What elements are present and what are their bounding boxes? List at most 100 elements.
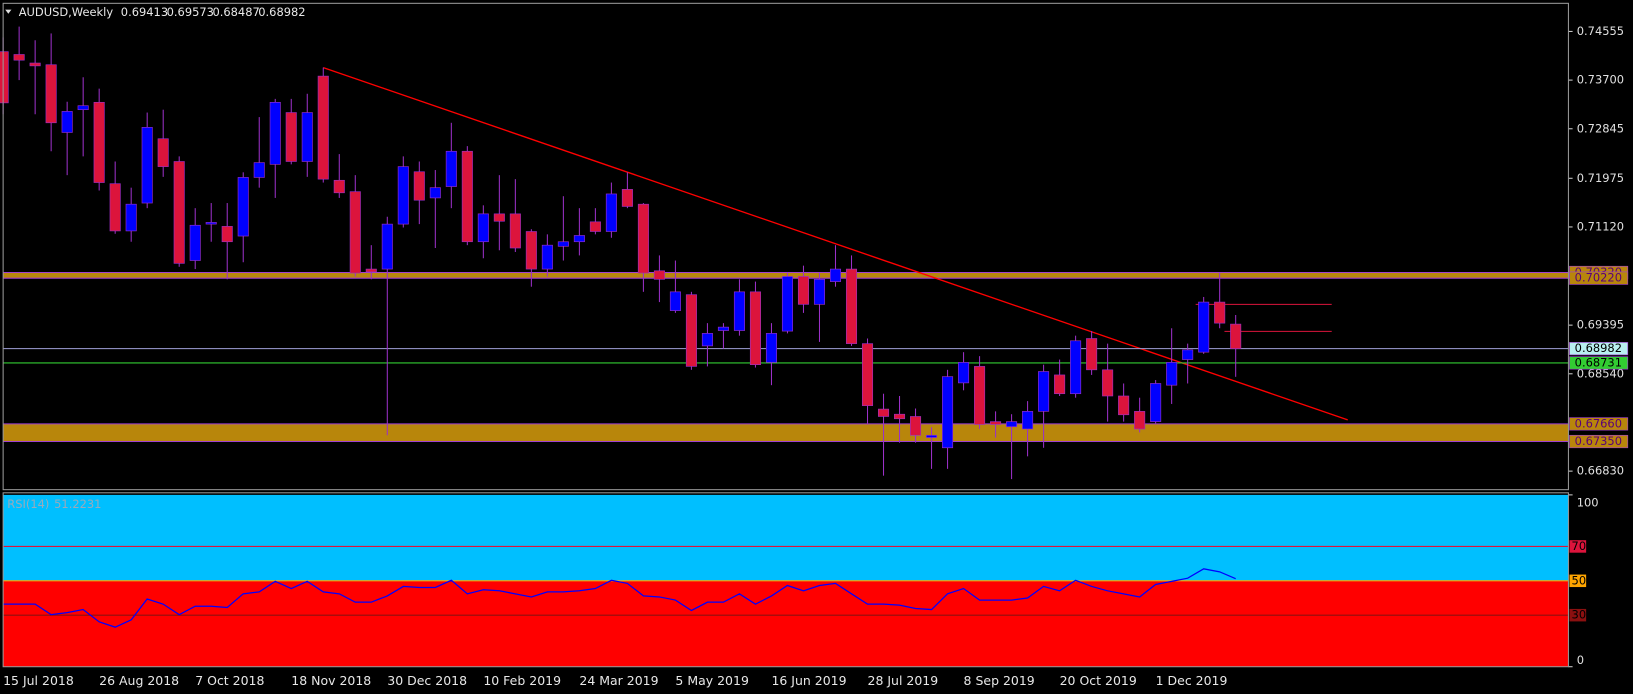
- candle-body: [974, 366, 986, 425]
- candle-body: [253, 162, 265, 178]
- price-label: 0.67350: [1575, 434, 1622, 448]
- y-tick-label: 0.71975: [1577, 171, 1624, 185]
- x-tick-label: 20 Oct 2019: [1060, 673, 1137, 688]
- plot-layer: 0.74555 0.73700 0.72845 0.71975 0.71120 0.693…: [0, 24, 1629, 688]
- price-label: 0.70220: [1575, 271, 1622, 285]
- candle-body: [301, 112, 313, 162]
- candle-body: [1006, 421, 1018, 428]
- price-panel-border: [2, 2, 1569, 491]
- candle-body: [157, 138, 169, 167]
- candle-body: [397, 166, 409, 225]
- price-label: 0.68731: [1575, 355, 1622, 369]
- open-price: 0.69413: [121, 5, 168, 19]
- y-tick-label: 0.73700: [1577, 73, 1624, 87]
- candle-body: [125, 203, 137, 232]
- x-tick-label: 16 Jun 2019: [771, 673, 846, 688]
- x-tick-label: 8 Sep 2019: [964, 673, 1035, 688]
- candle-body: [861, 343, 874, 406]
- price-label-box: [1569, 417, 1629, 431]
- rsi-level-box: [1569, 540, 1587, 553]
- candle-body: [557, 241, 569, 247]
- rsi-panel-border: [2, 492, 1569, 668]
- x-tick-label: 24 Mar 2019: [579, 673, 658, 688]
- price-label-box: [1569, 356, 1629, 370]
- candle-body: [349, 191, 361, 274]
- trend-line: [323, 66, 1348, 421]
- candle-body: [1230, 323, 1242, 349]
- rsi-value: 51.2231: [54, 497, 101, 511]
- candle-body: [669, 291, 681, 311]
- price-label-box: [1569, 342, 1629, 356]
- candle-body: [381, 223, 393, 270]
- candle-body: [1054, 374, 1066, 395]
- candle-body: [733, 291, 745, 331]
- rsi-level-label: 30: [1572, 608, 1587, 622]
- candle-body: [429, 187, 441, 199]
- low-price: 0.68487: [212, 5, 259, 19]
- candle-body: [285, 112, 297, 162]
- x-tick-label: 5 May 2019: [675, 673, 749, 688]
- y-tick-label: 0.71120: [1577, 219, 1624, 233]
- candle-body: [1022, 411, 1034, 430]
- x-tick-label: 18 Nov 2018: [291, 673, 371, 688]
- rsi-fill-layer: [3, 494, 1569, 667]
- candle-body: [990, 421, 1002, 425]
- rsi-fill: [3, 494, 1569, 581]
- y-tick-label: 0.66830: [1577, 464, 1624, 478]
- candle-body: [637, 203, 649, 274]
- price-label-box: [1569, 434, 1629, 449]
- candle-body: [845, 268, 858, 344]
- candle-body: [910, 416, 922, 436]
- candle-body: [1070, 340, 1082, 395]
- price-label-box: [1569, 271, 1629, 285]
- close-price: 0.68982: [258, 5, 305, 19]
- candle-body: [1214, 301, 1226, 324]
- candle-body: [701, 333, 713, 347]
- candle-body: [685, 294, 697, 367]
- zone: [3, 272, 1569, 279]
- candle-body: [1134, 411, 1146, 430]
- rsi-level-box: [1569, 574, 1587, 588]
- x-tick-label: 1 Dec 2019: [1156, 673, 1228, 688]
- candle-body: [894, 413, 906, 420]
- candle-body: [269, 101, 281, 165]
- rsi-level-label: 50: [1572, 573, 1587, 587]
- candle-body: [749, 291, 761, 366]
- candle-body: [1102, 369, 1114, 397]
- candle-body: [781, 276, 793, 332]
- candle-body: [77, 105, 89, 111]
- rsi-level-label: 70: [1572, 539, 1587, 553]
- y-tick-label: 0.74555: [1577, 24, 1624, 38]
- candle-body: [589, 221, 601, 232]
- x-tick-label: 30 Dec 2018: [387, 673, 467, 688]
- candle-body: [29, 62, 41, 67]
- candle-body: [109, 183, 121, 232]
- candle-body: [653, 270, 665, 280]
- candle-body: [221, 226, 233, 243]
- candle-body: [829, 268, 842, 282]
- candle-body: [141, 127, 153, 204]
- candle-body: [1118, 395, 1130, 416]
- candle-body: [1182, 349, 1194, 360]
- candle-body: [942, 376, 954, 449]
- candle-body: [877, 408, 890, 417]
- candle-body: [717, 326, 729, 331]
- y-tick-label: 0.69395: [1577, 318, 1624, 332]
- x-tick-label: 15 Jul 2018: [3, 673, 74, 688]
- candle-body: [1038, 371, 1050, 412]
- price-label: 0.67660: [1575, 416, 1622, 430]
- rsi-name: RSI(14): [7, 497, 49, 511]
- rsi-level-box: [1569, 608, 1587, 622]
- candle-body: [958, 362, 970, 384]
- candle-body: [61, 111, 73, 133]
- menu-triangle[interactable]: [5, 9, 12, 14]
- candle-body: [813, 279, 826, 305]
- candle-body: [1166, 362, 1178, 386]
- candle-body: [765, 333, 777, 363]
- price-label: 0.68982: [1575, 341, 1622, 355]
- candle-body: [493, 213, 505, 222]
- y-tick-label: 100: [1577, 496, 1599, 510]
- candle-body: [926, 434, 938, 438]
